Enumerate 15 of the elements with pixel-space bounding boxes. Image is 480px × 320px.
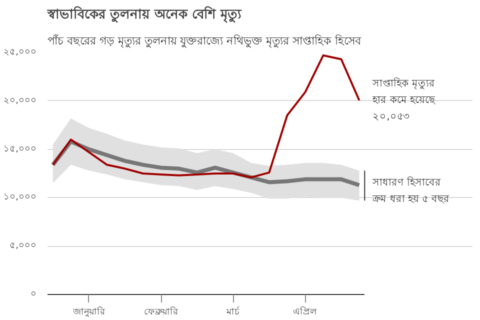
y-tick-label: ৫,০০০: [10, 241, 37, 252]
text: সাধারণ হিসাবের ক্রম ধরা হয় ৫ বছর: [372, 176, 450, 205]
y-tick-label: ১০,০০০: [4, 192, 37, 203]
text: সাপ্তাহিক মৃত্যুর হার কমে হয়েছে ২০,০৫৩: [372, 77, 436, 122]
x-tick-label: মার্চ: [226, 306, 240, 318]
y-tick-label: ০: [30, 290, 36, 300]
x-tick-label: ফেব্রুয়ারি: [144, 306, 180, 318]
y-tick-label: ২০,০০০: [4, 96, 37, 106]
chart-title: স্বাভাবিকের তুলনায় অনেক বেশি মৃত্যু: [46, 6, 243, 24]
x-tick-label: এপ্রিল: [293, 306, 318, 318]
y-tick-label: ২৫,০০০: [4, 48, 37, 58]
y-tick-label: ১৫,০০০: [4, 144, 37, 154]
x-tick-label: জানুয়ারি: [72, 306, 106, 318]
chart-subtitle: পাঁচ বছরের গড় মৃত্যুর তুলনায় যুক্তরাজ্যে নথিভুক্ত মৃত্যুর সাপ্তাহিক হিসেব: [48, 34, 362, 48]
line-series: [52, 54, 360, 178]
